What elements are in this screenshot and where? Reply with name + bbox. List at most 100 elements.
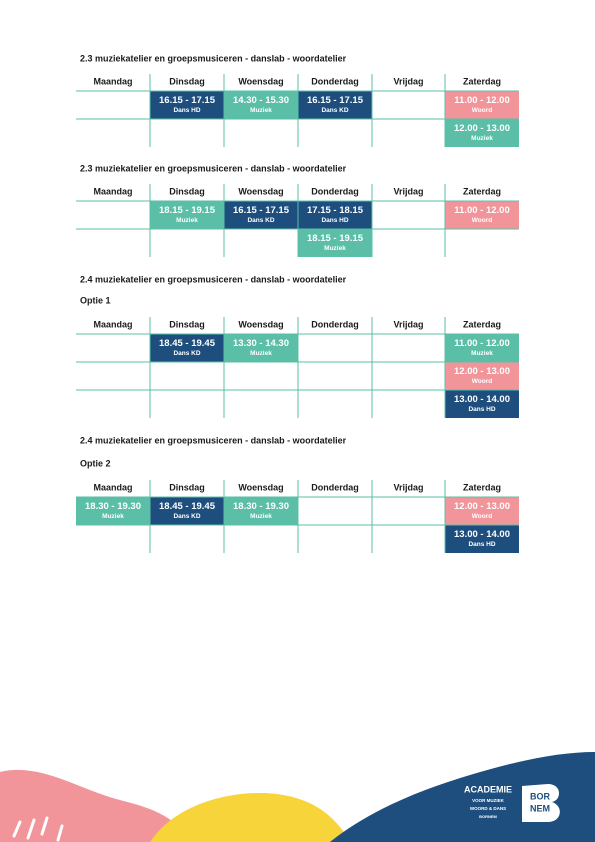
schedule-section: 2.4 muziekatelier en groepsmusiceren - d… <box>76 435 519 553</box>
slot-label: Muziek <box>250 513 272 520</box>
slot-label: Muziek <box>471 135 493 142</box>
slot-time: 18.30 - 19.30 <box>85 501 141 512</box>
slot-label: Dans KD <box>173 350 200 357</box>
day-header: Donderdag <box>311 482 359 492</box>
time-slot <box>224 91 298 119</box>
day-header: Woensdag <box>238 186 283 196</box>
slot-label: Woord <box>472 107 492 114</box>
logo-shape <box>522 784 560 822</box>
time-slot <box>445 119 519 147</box>
section-title: 2.4 muziekatelier en groepsmusiceren - d… <box>80 435 347 445</box>
time-slot <box>150 91 224 119</box>
slot-label: Woord <box>472 217 492 224</box>
day-header: Vrijdag <box>393 482 423 492</box>
slot-label: Muziek <box>250 107 272 114</box>
slot-label: Woord <box>472 378 492 385</box>
day-header: Donderdag <box>311 319 359 329</box>
pink-wave <box>0 769 190 842</box>
slot-label: Muziek <box>471 350 493 357</box>
slot-time: 12.00 - 13.00 <box>454 366 510 377</box>
slot-time: 13.30 - 14.30 <box>233 338 289 349</box>
logo-text: ACADEMIE <box>464 784 512 794</box>
day-header: Donderdag <box>311 76 359 86</box>
day-header: Dinsdag <box>169 482 205 492</box>
day-header: Woensdag <box>238 76 283 86</box>
slot-time: 11.00 - 12.00 <box>454 205 509 216</box>
logo-text: NEM <box>530 803 550 813</box>
slot-label: Dans HD <box>468 541 495 548</box>
logo-text: BOR <box>530 791 551 801</box>
pink-strokes <box>12 816 64 842</box>
day-header: Maandag <box>93 319 132 329</box>
day-header: Dinsdag <box>169 319 205 329</box>
slot-time: 13.00 - 14.00 <box>454 394 510 405</box>
slot-label: Dans HD <box>321 217 348 224</box>
slot-time: 18.45 - 19.45 <box>159 501 216 512</box>
slot-time: 12.00 - 13.00 <box>454 501 510 512</box>
slot-label: Dans HD <box>468 406 495 413</box>
town-logo: BOR NEM <box>522 784 560 822</box>
section-title: 2.3 muziekatelier en groepsmusiceren - d… <box>80 53 347 63</box>
logo-text: VOOR MUZIEK <box>472 798 505 803</box>
slot-label: Dans KD <box>321 107 348 114</box>
slot-label: Woord <box>472 513 492 520</box>
slot-time: 12.00 - 13.00 <box>454 123 510 134</box>
day-header: Vrijdag <box>393 76 423 86</box>
day-header: Woensdag <box>238 319 283 329</box>
time-slot <box>445 201 519 229</box>
time-slot <box>445 525 519 553</box>
time-slot <box>150 334 224 362</box>
time-slot <box>445 334 519 362</box>
section-title: 2.4 muziekatelier en groepsmusiceren - d… <box>80 274 347 284</box>
section-title: 2.3 muziekatelier en groepsmusiceren - d… <box>80 163 347 173</box>
time-slot <box>445 362 519 390</box>
day-header: Maandag <box>93 186 132 196</box>
schedule-section: 2.4 muziekatelier en groepsmusiceren - d… <box>76 274 519 418</box>
time-slot <box>224 201 298 229</box>
day-header: Dinsdag <box>169 76 205 86</box>
academy-logo: ACADEMIE VOOR MUZIEK WOORD & DANS BORNEM <box>464 784 512 819</box>
day-header: Zaterdag <box>463 76 501 86</box>
day-header: Vrijdag <box>393 186 423 196</box>
logo-text: BORNEM <box>479 814 497 819</box>
day-header: Maandag <box>93 482 132 492</box>
slot-time: 13.00 - 14.00 <box>454 529 510 540</box>
day-header: Zaterdag <box>463 186 501 196</box>
time-slot <box>224 497 298 525</box>
logo-text: WOORD & DANS <box>470 806 506 811</box>
slot-label: Muziek <box>102 513 124 520</box>
slot-label: Dans HD <box>173 107 200 114</box>
time-slot <box>76 497 150 525</box>
time-slot <box>298 91 372 119</box>
slot-label: Muziek <box>250 350 272 357</box>
time-slot <box>150 497 224 525</box>
slot-time: 11.00 - 12.00 <box>454 338 509 349</box>
footer: ACADEMIE VOOR MUZIEK WOORD & DANS BORNEM… <box>0 752 595 842</box>
time-slot <box>298 201 372 229</box>
time-slot <box>150 201 224 229</box>
slot-time: 18.15 - 19.15 <box>307 233 364 244</box>
slot-time: 16.15 - 17.15 <box>233 205 290 216</box>
slot-time: 18.15 - 19.15 <box>159 205 216 216</box>
slot-label: Dans KD <box>173 513 200 520</box>
slot-time: 18.30 - 19.30 <box>233 501 289 512</box>
slot-time: 14.30 - 15.30 <box>233 95 289 106</box>
schedule-section: 2.3 muziekatelier en groepsmusiceren - d… <box>76 53 519 147</box>
slot-label: Muziek <box>176 217 198 224</box>
slot-time: 17.15 - 18.15 <box>307 205 364 216</box>
day-header: Dinsdag <box>169 186 205 196</box>
section-subtitle: Optie 2 <box>80 458 111 468</box>
day-header: Zaterdag <box>463 319 501 329</box>
section-subtitle: Optie 1 <box>80 295 111 305</box>
time-slot <box>445 497 519 525</box>
time-slot <box>298 229 372 257</box>
time-slot <box>445 390 519 418</box>
slot-time: 16.15 - 17.15 <box>159 95 216 106</box>
slot-label: Muziek <box>324 245 346 252</box>
day-header: Maandag <box>93 76 132 86</box>
day-header: Zaterdag <box>463 482 501 492</box>
slot-time: 18.45 - 19.45 <box>159 338 216 349</box>
time-slot <box>224 334 298 362</box>
